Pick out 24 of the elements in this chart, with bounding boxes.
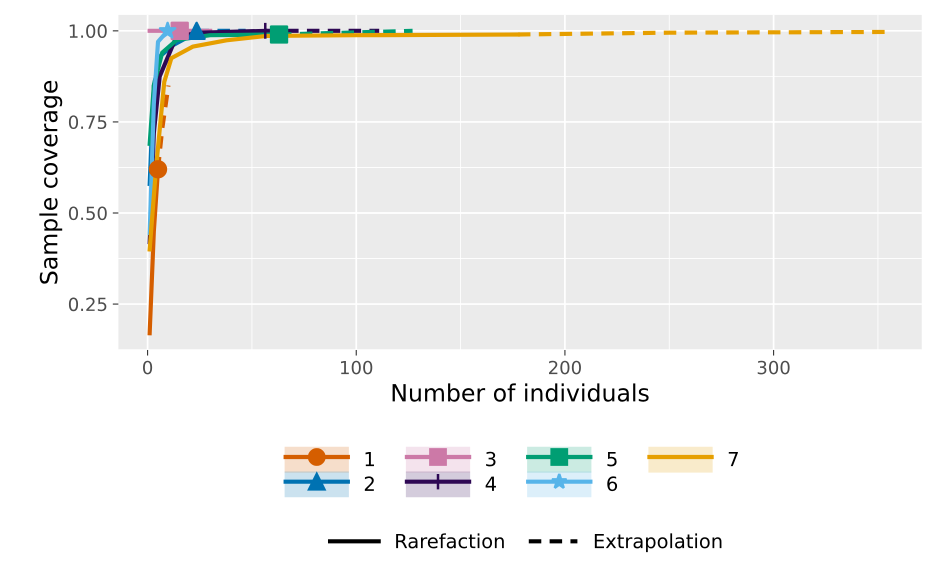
- point: [187, 22, 206, 40]
- x-tick-label: 200: [549, 360, 581, 374]
- legend-label: 7: [728, 452, 738, 466]
- y-tick-label: 0.50: [68, 206, 107, 220]
- y-tick-label: 1.00: [70, 24, 107, 38]
- legend-label: 3: [486, 452, 496, 466]
- x-axis-title: Number of individuals: [392, 383, 649, 402]
- point: [170, 22, 189, 40]
- legend-label: Rarefaction: [396, 533, 504, 548]
- point: [148, 160, 168, 178]
- point: [158, 22, 176, 39]
- point: [270, 25, 288, 44]
- legend-label: Extrapolation: [594, 533, 722, 552]
- y-axis-title: Sample coverage: [39, 80, 62, 284]
- legend-label: 5: [607, 452, 617, 466]
- legend-label: 6: [607, 476, 618, 492]
- legend-label: 1: [366, 452, 374, 466]
- x-tick-label: 100: [341, 360, 372, 374]
- y-tick-label: 0.25: [68, 298, 106, 312]
- x-tick-label: 0: [143, 360, 152, 374]
- legend-label: 2: [364, 476, 374, 491]
- legend-label: 4: [486, 476, 496, 491]
- y-tick-label: 0.75: [68, 115, 106, 130]
- x-tick-label: 300: [758, 360, 790, 374]
